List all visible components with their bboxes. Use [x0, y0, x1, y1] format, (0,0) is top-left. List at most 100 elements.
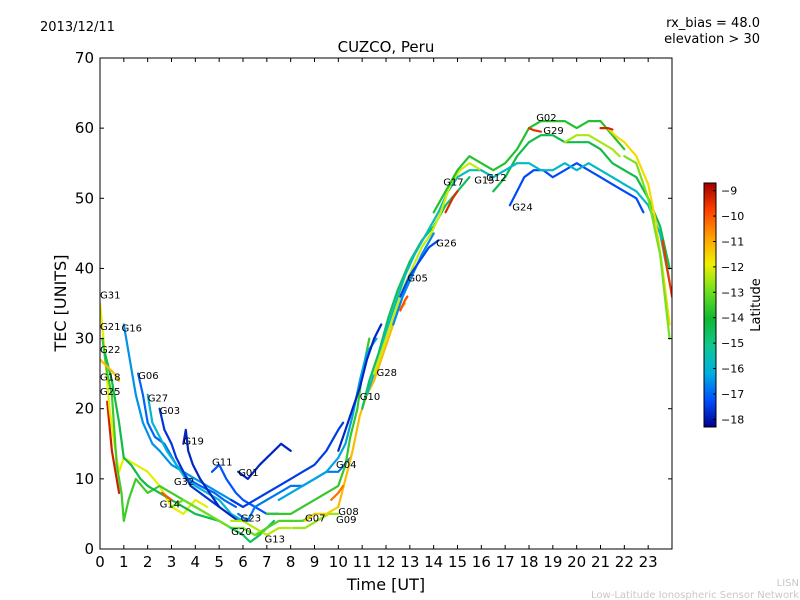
x-tick-label: 11	[353, 553, 372, 571]
x-tick-label: 21	[591, 553, 610, 571]
tec-series-line	[303, 505, 340, 523]
tec-series-line	[661, 239, 672, 298]
series-layer	[100, 119, 672, 544]
satellite-label: G06	[138, 371, 158, 382]
satellite-label: G31	[100, 290, 120, 301]
colorbar-tick-label: −14	[721, 312, 744, 325]
satellite-label: G15	[474, 175, 494, 186]
tec-series-line	[392, 232, 435, 326]
satellite-label: G09	[336, 515, 356, 526]
y-tick-label: 60	[75, 119, 94, 137]
colorbar-gradient	[703, 182, 717, 428]
tec-series-line	[277, 337, 378, 501]
colorbar-tick-label: −17	[721, 388, 744, 401]
tec-series-line	[330, 484, 345, 501]
tec-series-line	[444, 190, 459, 214]
colorbar-label: Latitude	[749, 278, 764, 332]
tec-series-line	[337, 323, 383, 452]
tec-series-line	[599, 127, 614, 131]
elevation-label: elevation > 30	[664, 32, 760, 47]
satellite-label: G08	[338, 507, 358, 518]
satellite-label: G10	[360, 392, 380, 403]
chart-title: CUZCO, Peru	[338, 38, 435, 56]
date-label: 2013/12/11	[40, 20, 115, 35]
satellite-label: G04	[336, 460, 356, 471]
tec-series-line	[210, 463, 280, 516]
x-tick-label: 2	[143, 553, 153, 571]
tec-series-line	[399, 295, 409, 312]
colorbar-tick-label: −15	[721, 337, 744, 350]
footer-org-short: LISN	[777, 578, 799, 589]
x-tick-label: 5	[214, 553, 224, 571]
tec-series-line	[563, 134, 621, 158]
satellite-label: G23	[241, 513, 261, 524]
satellite-label: G19	[183, 436, 203, 447]
satellite-label: G16	[122, 323, 142, 334]
footer-org-long: Low-Latitude Ionospheric Sensor Network	[591, 590, 799, 600]
x-tick-label: 12	[376, 553, 395, 571]
satellite-label: G02	[536, 113, 556, 124]
colorbar-tick-label: −9	[721, 185, 737, 198]
y-axis-ticks: 0 10 20 30 40 50 60 70	[75, 49, 672, 558]
x-tick-label: 6	[238, 553, 248, 571]
satellite-label: G20	[231, 527, 251, 538]
colorbar-tick-label: −13	[721, 286, 744, 299]
satellite-label: G18	[100, 372, 120, 383]
satellite-label: G07	[305, 513, 325, 524]
tec-series-line	[103, 351, 233, 530]
satellite-label: G22	[100, 345, 120, 356]
tec-series-line	[106, 400, 121, 494]
tec-series-line	[182, 428, 249, 523]
tec-series-line	[399, 239, 440, 298]
y-tick-label: 50	[75, 189, 94, 207]
x-tick-label: 7	[262, 553, 272, 571]
colorbar-tick-label: −18	[721, 413, 744, 426]
satellite-label: G29	[543, 126, 563, 137]
tec-series-line	[160, 491, 173, 501]
satellite-label: G11	[212, 457, 232, 468]
satellite-label: G17	[443, 178, 463, 189]
tec-series-line	[122, 323, 245, 508]
x-axis-ticks: 0 1 2 3 4 5 6 7 8 9 10 11 12 13 14 15 16 17 18 19 20 21 22 23	[95, 58, 658, 571]
x-tick-label: 13	[400, 553, 419, 571]
x-tick-label: 18	[519, 553, 538, 571]
satellite-label: G27	[148, 394, 168, 405]
x-tick-label: 0	[95, 553, 105, 571]
x-tick-label: 9	[310, 553, 320, 571]
tec-series-line	[365, 169, 483, 396]
tec-series-line	[480, 162, 671, 284]
tec-series-line	[170, 498, 268, 537]
colorbar: −9 −10 −11 −12 −13 −14 −15 −16 −17 −18 Latitude	[703, 182, 764, 428]
colorbar-ticks: −9 −10 −11 −12 −13 −14 −15 −16 −17 −18	[713, 185, 744, 426]
x-tick-label: 23	[639, 553, 658, 571]
y-axis-label: TEC [UNITS]	[51, 255, 70, 353]
x-tick-label: 20	[567, 553, 586, 571]
x-tick-label: 10	[329, 553, 348, 571]
x-tick-label: 15	[448, 553, 467, 571]
colorbar-tick-label: −10	[721, 210, 744, 223]
x-tick-label: 19	[543, 553, 562, 571]
tec-series-line	[361, 176, 471, 410]
tec-series-line	[373, 162, 495, 375]
satellite-label: G12	[486, 173, 506, 184]
x-tick-label: 16	[472, 553, 491, 571]
satellite-label: G24	[512, 203, 532, 214]
tec-series-line	[527, 127, 543, 133]
satellite-label: G32	[174, 477, 194, 488]
satellite-label: G28	[377, 368, 397, 379]
rx-bias-label: rx_bias = 48.0	[666, 16, 760, 31]
satellite-label: G03	[160, 406, 180, 417]
x-tick-label: 17	[496, 553, 515, 571]
x-tick-label: 3	[167, 553, 177, 571]
tec-series-line	[256, 512, 316, 537]
x-tick-label: 4	[191, 553, 201, 571]
tec-series-line	[237, 456, 352, 523]
x-tick-label: 8	[286, 553, 296, 571]
y-tick-label: 70	[75, 49, 94, 67]
x-tick-label: 1	[119, 553, 129, 571]
tec-series-line	[492, 134, 671, 270]
tec-series-line	[291, 512, 340, 530]
tec-series-line	[265, 337, 371, 516]
tec-series-line	[237, 442, 292, 480]
tec-series-line	[100, 358, 121, 382]
